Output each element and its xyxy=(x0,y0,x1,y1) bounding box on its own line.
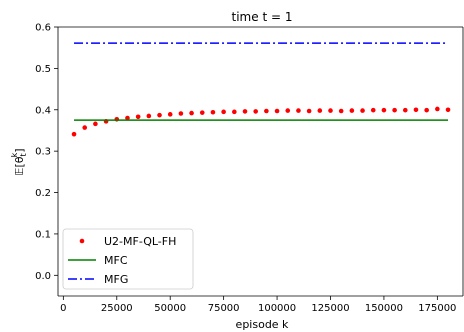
u2-mf-ql-fh-point xyxy=(306,108,312,114)
y-tick-label: 0.6 xyxy=(35,23,51,34)
x-tick-label: 75000 xyxy=(208,303,240,314)
u2-mf-ql-fh-point xyxy=(435,106,440,112)
y-tick-label: 0.5 xyxy=(35,64,51,75)
x-tick-label: 50000 xyxy=(154,303,186,314)
u2-mf-ql-fh-point xyxy=(402,107,408,113)
u2-mf-ql-fh-point xyxy=(71,131,77,137)
legend-label-u2-mf-ql-fh: U2-MF-QL-FH xyxy=(104,235,176,248)
x-tick-label: 125000 xyxy=(311,303,349,314)
x-tick-label: 100000 xyxy=(258,303,296,314)
y-tick-label: 0.1 xyxy=(35,229,51,240)
u2-mf-ql-fh-point xyxy=(178,111,184,116)
legend: U2-MF-QL-FH MFC MFG xyxy=(62,228,194,290)
u2-mf-ql-fh-point xyxy=(232,109,237,115)
u2-mf-ql-fh-point xyxy=(199,110,205,115)
y-tick-label: 0.3 xyxy=(35,147,51,158)
u2-mf-ql-fh-point xyxy=(253,109,258,114)
y-axis-label: 𝔼[θtk] xyxy=(10,148,28,175)
x-axis-label: episode k xyxy=(236,318,290,331)
u2-mf-ql-fh-point xyxy=(125,115,130,121)
legend-marker-u2-mf-ql-fh xyxy=(79,238,85,244)
u2-mf-ql-fh-point xyxy=(360,108,365,113)
y-tick-label: 0.0 xyxy=(35,271,51,282)
y-axis-label-sup: k xyxy=(10,152,19,157)
chart-title: time t = 1 xyxy=(232,10,293,24)
y-axis-label-sub: t xyxy=(19,153,28,156)
u2-mf-ql-fh-point xyxy=(93,121,98,127)
u2-mf-ql-fh-point xyxy=(135,114,141,120)
y-ticks: 0.0 0.1 0.2 0.3 0.4 0.5 0.6 xyxy=(35,23,58,282)
u2-mf-ql-fh-point xyxy=(146,113,152,119)
u2-mf-ql-fh-point xyxy=(445,107,451,113)
x-tick-label: 150000 xyxy=(365,303,403,314)
legend-label-mfc: MFC xyxy=(104,254,128,267)
u2-mf-ql-fh-point xyxy=(349,108,355,113)
y-axis-label-close: ] xyxy=(13,148,26,152)
u2-mf-ql-fh-point xyxy=(370,107,376,113)
x-tick-label: 175000 xyxy=(418,303,456,314)
x-ticks: 0 25000 50000 75000 100000 125000 150000 175000 xyxy=(60,296,456,314)
u2-mf-ql-fh-point xyxy=(210,109,216,115)
u2-mf-ql-fh-point xyxy=(413,107,419,113)
legend-frame xyxy=(62,228,194,290)
u2-mf-ql-fh-point xyxy=(114,116,120,122)
y-axis-label-main: 𝔼[θ xyxy=(13,156,26,175)
u2-mf-ql-fh-point xyxy=(285,108,291,113)
u2-mf-ql-fh-point xyxy=(296,108,301,113)
u2-mf-ql-fh-point xyxy=(189,110,194,116)
u2-mf-ql-fh-point xyxy=(317,108,323,113)
u2-mf-ql-fh-point xyxy=(381,107,387,113)
u2-mf-ql-fh-point xyxy=(264,108,269,114)
u2-mf-ql-fh-point xyxy=(82,125,88,130)
legend-label-mfg: MFG xyxy=(104,273,128,286)
u2-mf-ql-fh-point xyxy=(392,107,397,113)
u2-mf-ql-fh-point xyxy=(167,112,173,117)
u2-mf-ql-fh-point xyxy=(424,107,429,113)
y-tick-label: 0.4 xyxy=(35,105,51,116)
y-tick-label: 0.2 xyxy=(35,188,51,199)
u2-mf-ql-fh-point xyxy=(157,112,162,118)
u2-mf-ql-fh-point xyxy=(338,108,344,114)
x-tick-label: 25000 xyxy=(101,303,133,314)
u2-mf-ql-fh-point xyxy=(328,108,333,113)
x-tick-label: 0 xyxy=(60,303,66,314)
u2-mf-ql-fh-point xyxy=(221,109,226,115)
u2-mf-ql-fh-point xyxy=(274,108,280,114)
u2-mf-ql-fh-point xyxy=(242,109,248,114)
plot-area xyxy=(71,42,451,137)
